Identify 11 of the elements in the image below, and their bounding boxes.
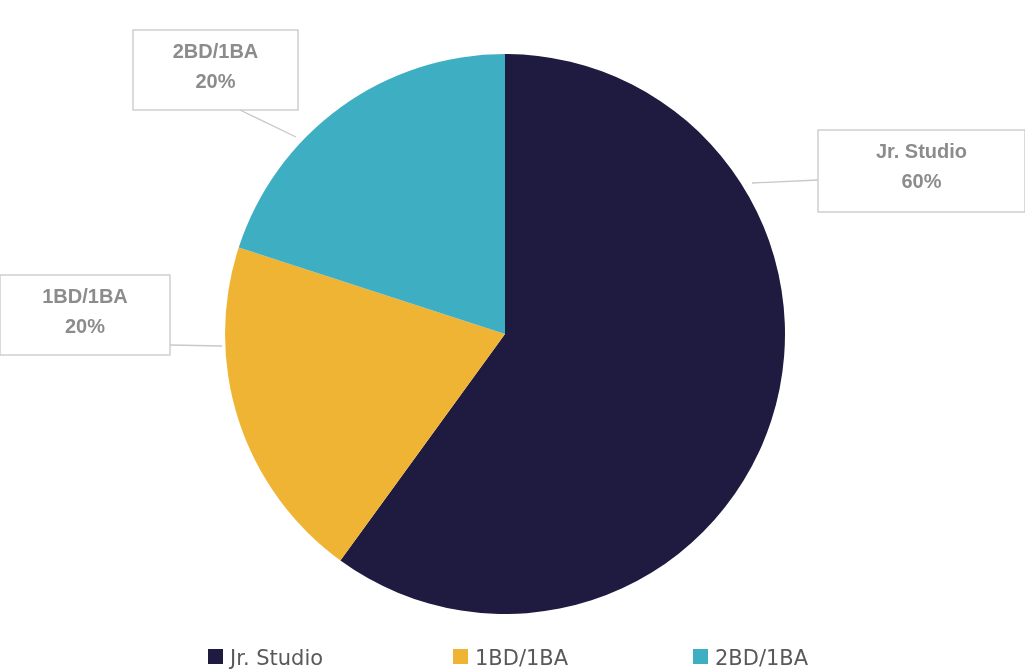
legend-label: 2BD/1BA bbox=[715, 646, 809, 670]
data-label: 60% bbox=[901, 170, 942, 192]
pie-slice bbox=[225, 247, 505, 561]
data-label: 20% bbox=[64, 315, 106, 337]
slice-label: Jr. Studio bbox=[875, 140, 968, 162]
slice-label: 2BD/1BA bbox=[172, 40, 259, 62]
slice-label: 1BD/1BA bbox=[42, 285, 128, 307]
legend-label: 1BD/1BA bbox=[475, 646, 569, 670]
legend-label: Jr. Studio bbox=[228, 646, 324, 670]
pie-slice bbox=[340, 54, 785, 614]
data-label: 20% bbox=[195, 70, 236, 92]
